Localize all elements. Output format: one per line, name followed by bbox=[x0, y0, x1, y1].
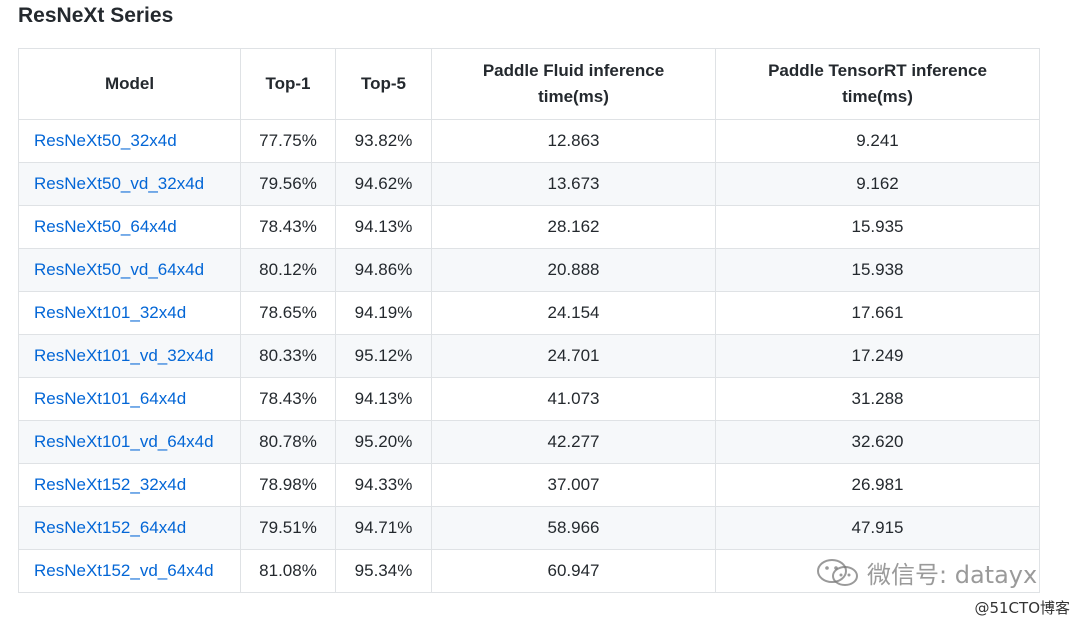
wechat-watermark: 微信号: datayx bbox=[815, 555, 1037, 590]
model-link[interactable]: ResNeXt50_vd_64x4d bbox=[34, 260, 205, 279]
resnext-table: Model Top-1 Top-5 Paddle Fluid inference… bbox=[18, 48, 1040, 593]
model-cell: ResNeXt101_32x4d bbox=[18, 291, 241, 335]
fluid-time-cell: 24.154 bbox=[431, 291, 716, 335]
table-row: ResNeXt101_vd_32x4d 80.33% 95.12% 24.701… bbox=[18, 334, 1040, 378]
top5-cell: 94.19% bbox=[335, 291, 432, 335]
top5-cell: 94.33% bbox=[335, 463, 432, 507]
table-row: ResNeXt101_vd_64x4d 80.78% 95.20% 42.277… bbox=[18, 420, 1040, 464]
tensorrt-time-cell: 31.288 bbox=[715, 377, 1040, 421]
wechat-icon bbox=[817, 558, 858, 586]
top1-cell: 79.51% bbox=[240, 506, 336, 550]
header-fluid-time: Paddle Fluid inference time(ms) bbox=[431, 48, 716, 120]
model-cell: ResNeXt152_32x4d bbox=[18, 463, 241, 507]
table-row: ResNeXt152_32x4d 78.98% 94.33% 37.007 26… bbox=[18, 463, 1040, 507]
model-cell: ResNeXt101_64x4d bbox=[18, 377, 241, 421]
fluid-time-cell: 13.673 bbox=[431, 162, 716, 206]
model-cell: ResNeXt50_32x4d bbox=[18, 119, 241, 163]
model-cell: ResNeXt152_vd_64x4d bbox=[18, 549, 241, 593]
tensorrt-time-cell: 47.915 bbox=[715, 506, 1040, 550]
header-fluid-line1: Paddle Fluid inference bbox=[482, 61, 665, 80]
tensorrt-time-cell: 17.661 bbox=[715, 291, 1040, 335]
tensorrt-time-cell: 17.249 bbox=[715, 334, 1040, 378]
tensorrt-time-cell: 15.935 bbox=[715, 205, 1040, 249]
model-cell: ResNeXt50_vd_64x4d bbox=[18, 248, 241, 292]
model-cell: ResNeXt50_64x4d bbox=[18, 205, 241, 249]
table-row: ResNeXt101_32x4d 78.65% 94.19% 24.154 17… bbox=[18, 291, 1040, 335]
model-cell: ResNeXt101_vd_64x4d bbox=[18, 420, 241, 464]
top5-cell: 94.13% bbox=[335, 377, 432, 421]
fluid-time-cell: 12.863 bbox=[431, 119, 716, 163]
top5-cell: 94.71% bbox=[335, 506, 432, 550]
table-row: ResNeXt152_vd_64x4d 81.08% 95.34% 60.947 bbox=[18, 549, 1040, 593]
top5-cell: 95.34% bbox=[335, 549, 432, 593]
tensorrt-time-cell: 15.938 bbox=[715, 248, 1040, 292]
tensorrt-time-cell: 32.620 bbox=[715, 420, 1040, 464]
table-row: ResNeXt152_64x4d 79.51% 94.71% 58.966 47… bbox=[18, 506, 1040, 550]
model-cell: ResNeXt152_64x4d bbox=[18, 506, 241, 550]
tensorrt-time-cell: 26.981 bbox=[715, 463, 1040, 507]
model-link[interactable]: ResNeXt101_vd_32x4d bbox=[34, 346, 214, 365]
top1-cell: 79.56% bbox=[240, 162, 336, 206]
model-link[interactable]: ResNeXt50_64x4d bbox=[34, 217, 177, 236]
top5-cell: 93.82% bbox=[335, 119, 432, 163]
top5-cell: 94.13% bbox=[335, 205, 432, 249]
header-tensorrt-time: Paddle TensorRT inference time(ms) bbox=[715, 48, 1040, 120]
watermark-text: 微信号: datayx bbox=[867, 561, 1038, 589]
model-link[interactable]: ResNeXt152_vd_64x4d bbox=[34, 561, 214, 580]
top1-cell: 80.78% bbox=[240, 420, 336, 464]
tensorrt-time-cell: 9.162 bbox=[715, 162, 1040, 206]
model-cell: ResNeXt50_vd_32x4d bbox=[18, 162, 241, 206]
top5-cell: 94.86% bbox=[335, 248, 432, 292]
fluid-time-cell: 41.073 bbox=[431, 377, 716, 421]
table-row: ResNeXt50_64x4d 78.43% 94.13% 28.162 15.… bbox=[18, 205, 1040, 249]
top1-cell: 81.08% bbox=[240, 549, 336, 593]
model-link[interactable]: ResNeXt101_64x4d bbox=[34, 389, 187, 408]
header-fluid-line2: time(ms) bbox=[538, 87, 609, 106]
table-row: ResNeXt101_64x4d 78.43% 94.13% 41.073 31… bbox=[18, 377, 1040, 421]
fluid-time-cell: 28.162 bbox=[431, 205, 716, 249]
model-link[interactable]: ResNeXt152_64x4d bbox=[34, 518, 187, 537]
top5-cell: 94.62% bbox=[335, 162, 432, 206]
top1-cell: 78.98% bbox=[240, 463, 336, 507]
tensorrt-time-cell bbox=[715, 549, 1040, 593]
header-model: Model bbox=[18, 48, 241, 120]
model-link[interactable]: ResNeXt152_32x4d bbox=[34, 475, 187, 494]
table-row: ResNeXt50_vd_32x4d 79.56% 94.62% 13.673 … bbox=[18, 162, 1040, 206]
tensorrt-time-cell: 9.241 bbox=[715, 119, 1040, 163]
top1-cell: 78.43% bbox=[240, 377, 336, 421]
table-row: ResNeXt50_32x4d 77.75% 93.82% 12.863 9.2… bbox=[18, 119, 1040, 163]
header-trt-line2: time(ms) bbox=[842, 87, 913, 106]
top1-cell: 78.65% bbox=[240, 291, 336, 335]
model-link[interactable]: ResNeXt101_32x4d bbox=[34, 303, 187, 322]
fluid-time-cell: 58.966 bbox=[431, 506, 716, 550]
table-row: ResNeXt50_vd_64x4d 80.12% 94.86% 20.888 … bbox=[18, 248, 1040, 292]
fluid-time-cell: 24.701 bbox=[431, 334, 716, 378]
top1-cell: 77.75% bbox=[240, 119, 336, 163]
fluid-time-cell: 60.947 bbox=[431, 549, 716, 593]
site-watermark: @51CTO博客 bbox=[974, 599, 1070, 617]
fluid-time-cell: 42.277 bbox=[431, 420, 716, 464]
top5-cell: 95.12% bbox=[335, 334, 432, 378]
model-link[interactable]: ResNeXt101_vd_64x4d bbox=[34, 432, 214, 451]
header-top5: Top-5 bbox=[335, 48, 432, 120]
section-heading: ResNeXt Series bbox=[18, 4, 174, 27]
table-header-row: Model Top-1 Top-5 Paddle Fluid inference… bbox=[18, 48, 1040, 120]
top1-cell: 80.12% bbox=[240, 248, 336, 292]
header-top1: Top-1 bbox=[240, 48, 336, 120]
model-link[interactable]: ResNeXt50_32x4d bbox=[34, 131, 177, 150]
model-cell: ResNeXt101_vd_32x4d bbox=[18, 334, 241, 378]
model-link[interactable]: ResNeXt50_vd_32x4d bbox=[34, 174, 205, 193]
header-trt-line1: Paddle TensorRT inference bbox=[768, 61, 987, 80]
top1-cell: 78.43% bbox=[240, 205, 336, 249]
fluid-time-cell: 37.007 bbox=[431, 463, 716, 507]
top1-cell: 80.33% bbox=[240, 334, 336, 378]
fluid-time-cell: 20.888 bbox=[431, 248, 716, 292]
top5-cell: 95.20% bbox=[335, 420, 432, 464]
